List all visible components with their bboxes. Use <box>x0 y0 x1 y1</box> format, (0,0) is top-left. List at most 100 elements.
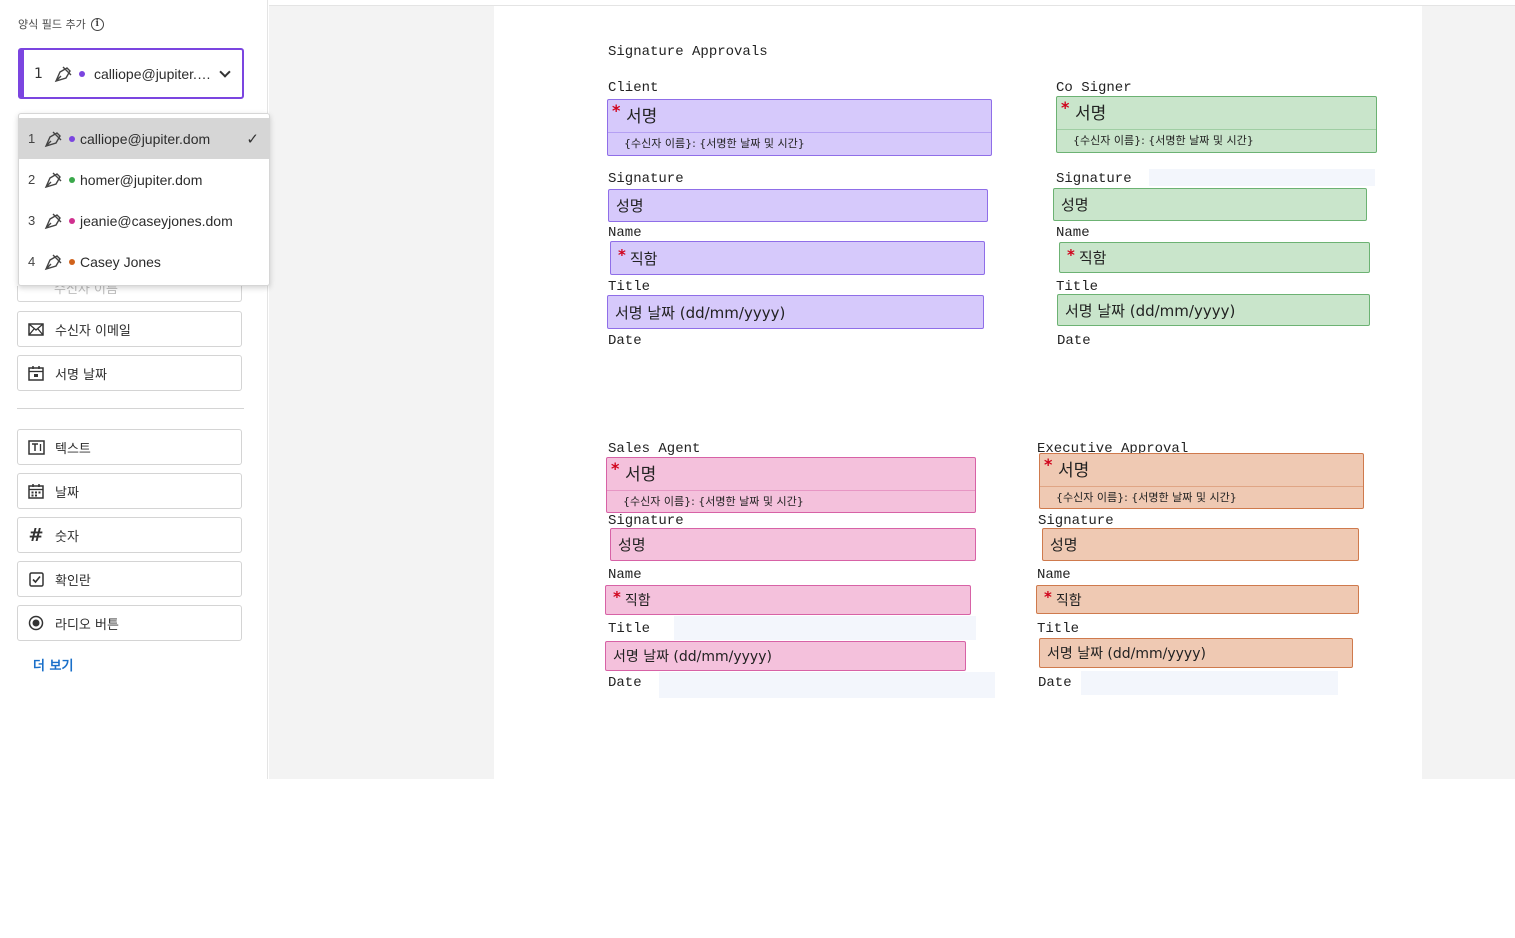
signature-field-label: 서명 <box>1058 461 1090 481</box>
recipient-option-1[interactable]: 1 calliope@jupiter.dom ✓ <box>19 118 269 159</box>
document-title: Signature Approvals <box>608 44 768 60</box>
pen-icon <box>54 66 72 82</box>
recipient-email: calliope@jupiter.dom <box>94 65 212 82</box>
name-field-label: 성명 <box>1061 196 1089 214</box>
option-email: Casey Jones <box>80 253 161 270</box>
calendar-icon <box>27 364 45 382</box>
required-marker: * <box>613 588 621 606</box>
envelope-icon <box>27 320 45 338</box>
signature-field-label: 서명 <box>625 465 657 485</box>
recipient-color-dot <box>69 176 75 183</box>
co-signer-heading: Co Signer <box>1056 80 1132 96</box>
executive-title-label: Title <box>1037 621 1080 637</box>
executive-date-field[interactable]: 서명 날짜 (dd/mm/yyyy) <box>1039 638 1353 668</box>
field-label: 수신자 이름 <box>54 286 118 297</box>
co-signer-date-field[interactable]: 서명 날짜 (dd/mm/yyyy) <box>1057 294 1370 326</box>
executive-name-field[interactable]: 성명 <box>1042 528 1359 561</box>
pen-icon <box>44 213 62 229</box>
signature-field-subtext: {수신자 이름}: {서명한 날짜 및 시간} <box>624 137 805 150</box>
executive-title-field[interactable]: * 직함 <box>1036 585 1359 614</box>
co-signer-signature-field[interactable]: * 서명 {수신자 이름}: {서명한 날짜 및 시간} <box>1056 96 1377 153</box>
sales-agent-date-field[interactable]: 서명 날짜 (dd/mm/yyyy) <box>605 641 966 671</box>
sales-agent-title-label: Title <box>608 621 651 637</box>
more-link[interactable]: 더 보기 <box>33 659 74 674</box>
recipient-select[interactable]: 1 calliope@jupiter.dom <box>18 48 244 99</box>
option-number: 1 <box>28 131 36 146</box>
number-field-button[interactable]: # 숫자 <box>17 517 242 553</box>
heading-label: 양식 필드 추가 <box>18 18 86 31</box>
date-field-button[interactable]: 날짜 <box>17 473 242 509</box>
required-marker: * <box>612 101 621 120</box>
option-number: 4 <box>28 254 36 269</box>
option-email: calliope@jupiter.dom <box>80 130 211 147</box>
hash-icon: # <box>28 524 44 546</box>
required-marker: * <box>1044 587 1052 606</box>
recipient-color-dot <box>79 70 85 77</box>
client-name-field[interactable]: 성명 <box>608 189 988 222</box>
recipient-color-dot <box>69 258 75 265</box>
chevron-down-icon <box>219 65 231 78</box>
empty-text-placeholder <box>1081 671 1338 695</box>
document-page: Signature Approvals Client * 서명 {수신자 이름}… <box>494 6 1422 779</box>
executive-name-label: Name <box>1037 567 1071 583</box>
client-date-label: Date <box>608 333 642 349</box>
sales-agent-heading: Sales Agent <box>608 441 701 457</box>
co-signer-date-label: Date <box>1057 333 1091 349</box>
date-field-label: 서명 날짜 (dd/mm/yyyy) <box>1047 646 1206 662</box>
sales-agent-signature-field[interactable]: * 서명 {수신자 이름}: {서명한 날짜 및 시간} <box>606 457 976 513</box>
required-marker: * <box>611 459 620 478</box>
field-label: 텍스트 <box>55 441 91 457</box>
field-label: 라디오 버튼 <box>55 617 119 633</box>
empty-text-placeholder <box>659 672 995 698</box>
field-label: 확인란 <box>55 573 91 589</box>
text-field-button[interactable]: 텍스트 <box>17 429 242 465</box>
checkbox-field-button[interactable]: 확인란 <box>17 561 242 597</box>
sales-agent-name-field[interactable]: 성명 <box>610 528 976 561</box>
empty-text-placeholder <box>1149 169 1375 186</box>
field-label: 서명 날짜 <box>55 367 107 383</box>
client-signature-field[interactable]: * 서명 {수신자 이름}: {서명한 날짜 및 시간} <box>607 99 992 156</box>
date-field-label: 서명 날짜 (dd/mm/yyyy) <box>613 649 772 665</box>
co-signer-name-field[interactable]: 성명 <box>1053 188 1367 221</box>
recipient-email-field-button[interactable]: 수신자 이메일 <box>17 311 242 347</box>
option-number: 2 <box>28 172 36 187</box>
option-number: 3 <box>28 213 36 228</box>
pen-icon <box>44 131 62 147</box>
recipient-dropdown: 1 calliope@jupiter.dom ✓ 2 homer@jupiter… <box>18 113 270 286</box>
signature-field-subtext: {수신자 이름}: {서명한 날짜 및 시간} <box>623 495 804 508</box>
name-field-label: 성명 <box>618 536 646 554</box>
option-email: homer@jupiter.dom <box>80 171 203 188</box>
sales-agent-title-field[interactable]: * 직함 <box>605 585 971 615</box>
add-form-fields-heading: 양식 필드 추가 i <box>18 16 104 32</box>
signature-field-label: 서명 <box>1075 104 1107 124</box>
signature-field-label: 서명 <box>626 107 658 127</box>
client-date-field[interactable]: 서명 날짜 (dd/mm/yyyy) <box>607 295 984 329</box>
checkbox-icon <box>27 570 45 588</box>
sign-date-field-button[interactable]: 서명 날짜 <box>17 355 242 391</box>
executive-date-label: Date <box>1038 675 1072 691</box>
radio-icon <box>27 614 45 632</box>
recipient-name-field-button[interactable]: 수신자 이름 <box>17 286 242 302</box>
required-marker: * <box>1061 98 1070 117</box>
client-signature-label: Signature <box>608 171 684 187</box>
radio-button-field-button[interactable]: 라디오 버튼 <box>17 605 242 641</box>
client-title-field[interactable]: * 직함 <box>610 241 985 275</box>
executive-signature-field[interactable]: * 서명 {수신자 이름}: {서명한 날짜 및 시간} <box>1039 453 1364 509</box>
field-label: 숫자 <box>55 529 79 545</box>
recipient-option-4[interactable]: 4 Casey Jones <box>19 241 269 282</box>
field-label: 수신자 이메일 <box>55 323 131 339</box>
recipient-option-3[interactable]: 3 jeanie@caseyjones.dom <box>19 200 269 241</box>
sales-agent-date-label: Date <box>608 675 642 691</box>
signature-field-subtext: {수신자 이름}: {서명한 날짜 및 시간} <box>1056 491 1237 504</box>
field-label: 날짜 <box>55 485 79 501</box>
recipient-option-2[interactable]: 2 homer@jupiter.dom <box>19 159 269 200</box>
recipient-color-dot <box>69 135 75 142</box>
name-field-label: 성명 <box>1050 536 1078 554</box>
name-field-label: 성명 <box>616 197 644 215</box>
co-signer-title-field[interactable]: * 직함 <box>1059 242 1370 273</box>
required-marker: * <box>618 246 626 264</box>
sidebar-divider <box>17 408 244 409</box>
executive-signature-label: Signature <box>1038 513 1114 529</box>
info-icon[interactable]: i <box>90 17 104 31</box>
co-signer-name-label: Name <box>1056 225 1090 241</box>
